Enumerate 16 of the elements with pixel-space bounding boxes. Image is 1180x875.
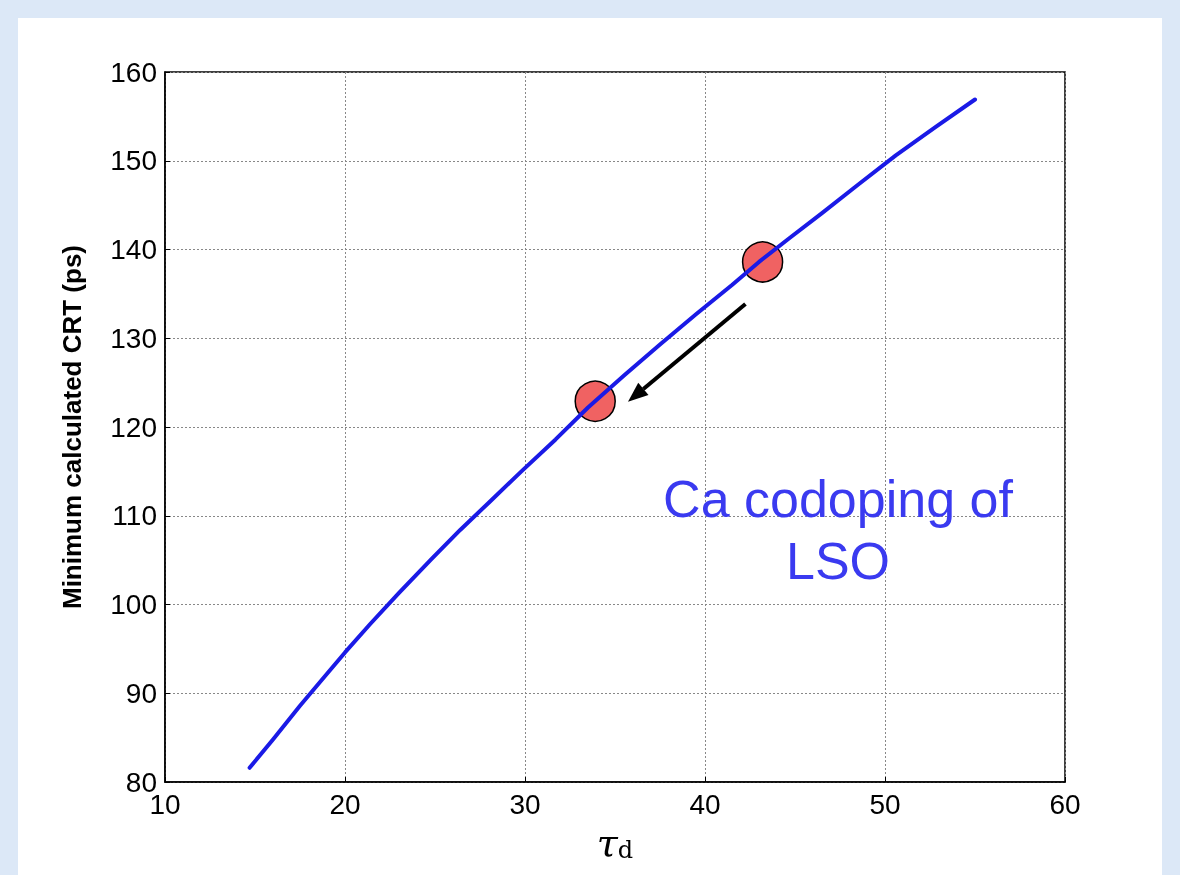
annotation: Ca codoping of LSO (662, 469, 1014, 593)
y-axis-title: Minimum calculated CRT (ps) (57, 244, 87, 610)
x-tick-label: 30 (509, 788, 541, 820)
x-axis-title: τd (596, 821, 634, 865)
y-tick-label: 150 (110, 145, 157, 177)
y-tick-label: 100 (110, 589, 157, 620)
y-tick-label: 140 (110, 234, 157, 265)
y-tick-label: 130 (110, 322, 157, 354)
x-tick-label: 40 (689, 788, 721, 820)
x-tick-label: 50 (869, 788, 901, 820)
y-tick-label: 110 (112, 500, 157, 532)
y-tick-label: 160 (110, 56, 157, 88)
y-tick-label: 90 (125, 677, 157, 709)
y-tick-label: 120 (110, 411, 157, 443)
x-tick-label: 60 (1049, 788, 1081, 820)
x-tick-label: 20 (329, 788, 361, 820)
